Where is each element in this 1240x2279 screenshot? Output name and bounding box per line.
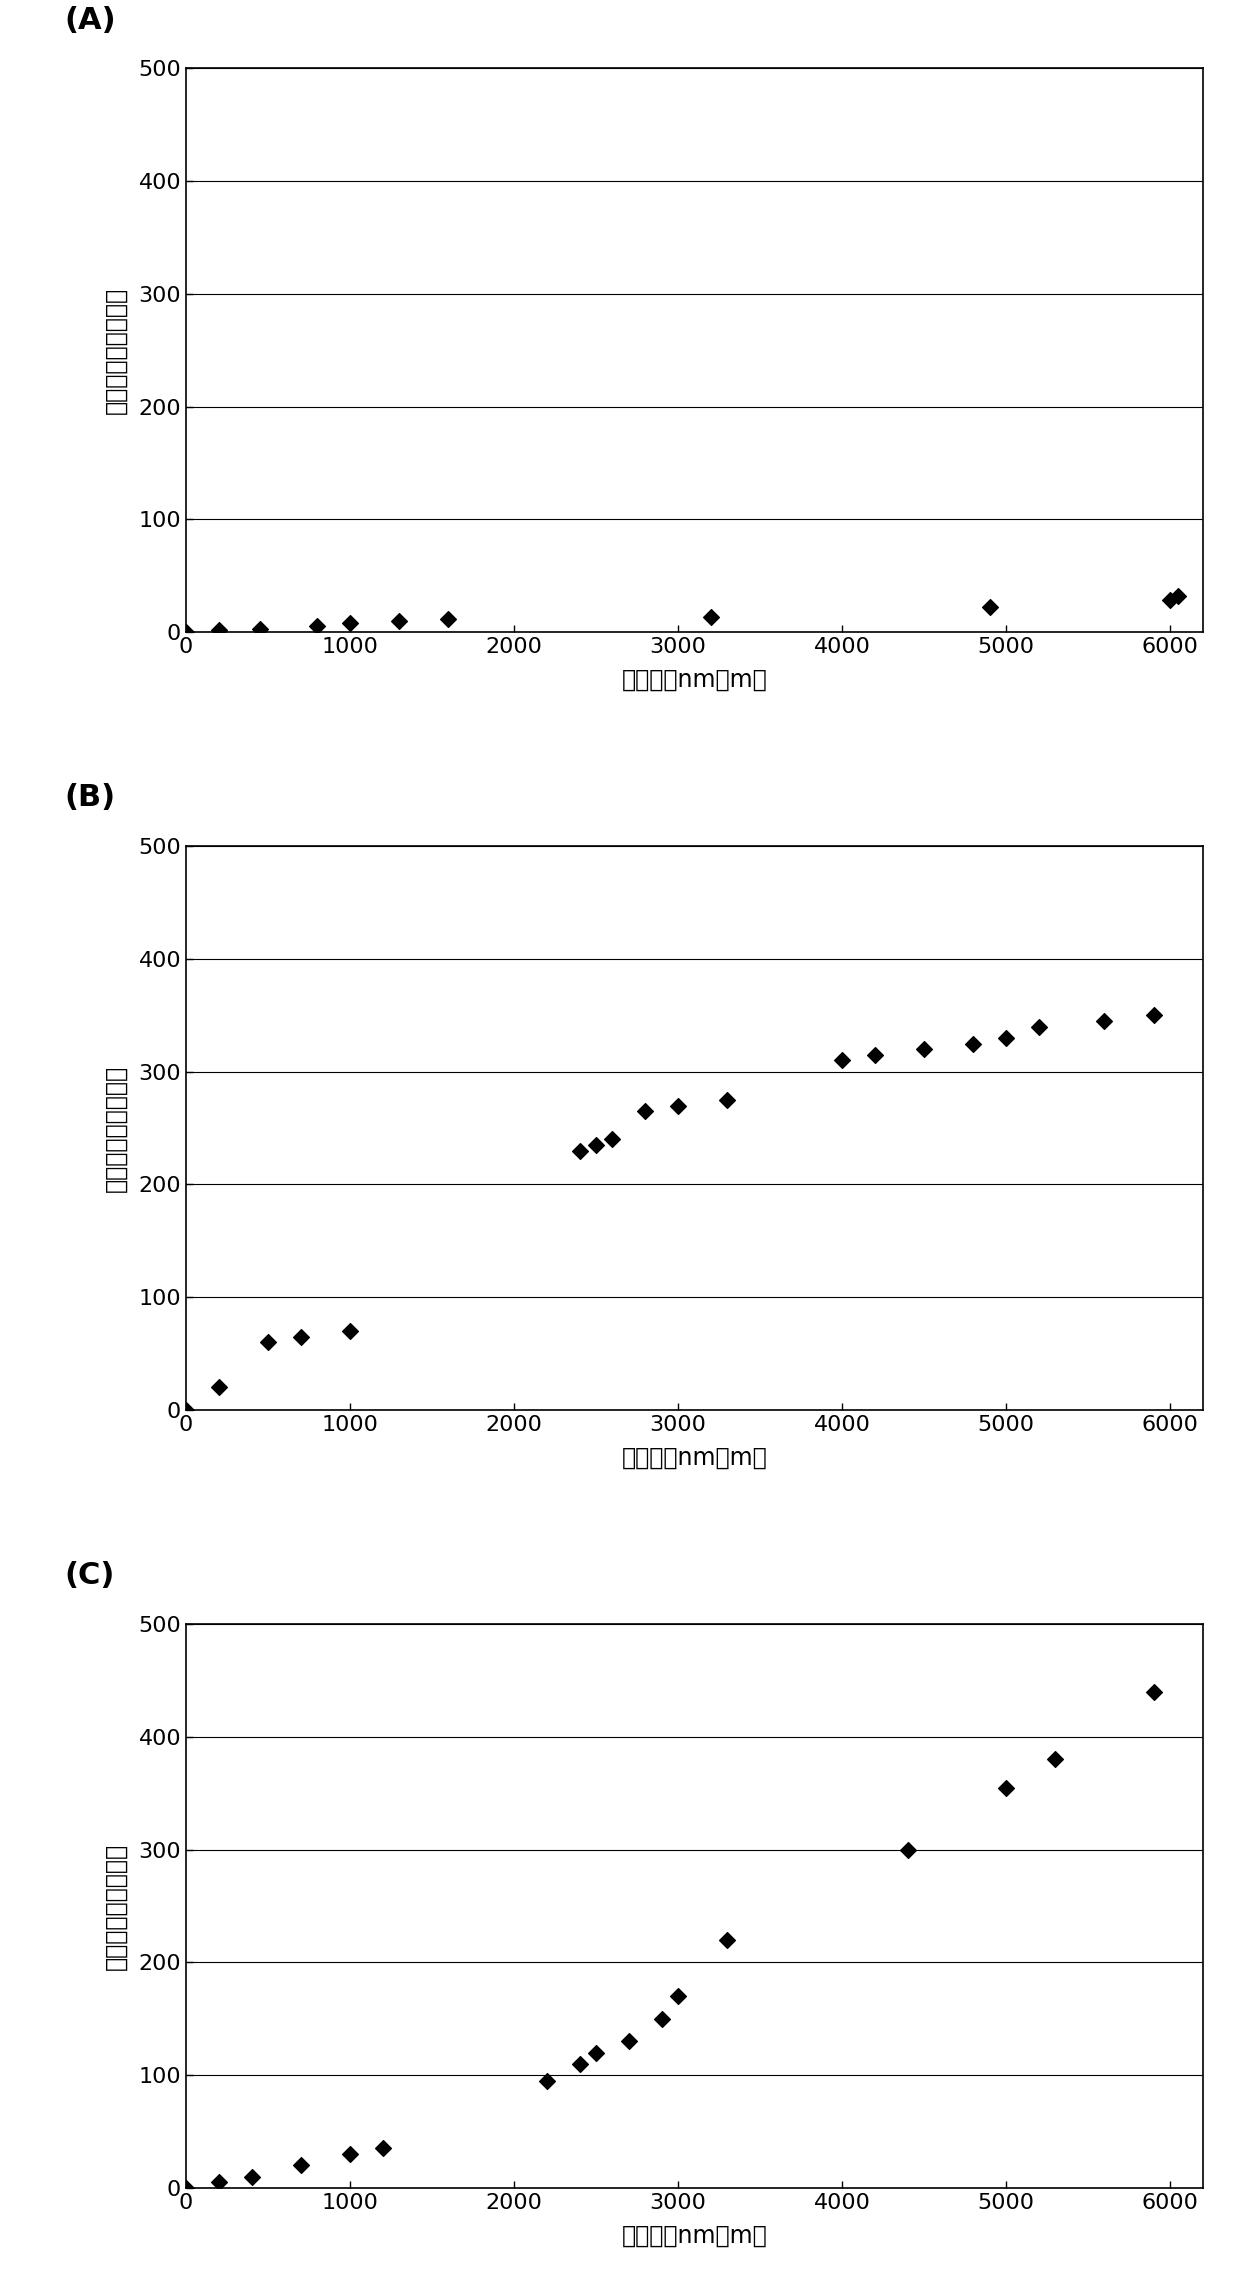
- Point: [340, 1313, 360, 1349]
- Point: [176, 1392, 196, 1429]
- Point: [1045, 1741, 1065, 1778]
- Point: [208, 2165, 228, 2202]
- Point: [1168, 579, 1188, 615]
- Point: [587, 1126, 606, 1162]
- Text: (C): (C): [64, 1561, 114, 1591]
- Point: [603, 1121, 622, 1158]
- Point: [1143, 1673, 1163, 1709]
- Point: [963, 1026, 983, 1062]
- Point: [996, 1769, 1016, 1805]
- Point: [340, 604, 360, 640]
- Point: [996, 1019, 1016, 1055]
- Y-axis label: 异常放电次数（次）: 异常放电次数（次）: [103, 287, 128, 415]
- Point: [176, 613, 196, 650]
- Point: [208, 1370, 228, 1406]
- Point: [569, 1133, 589, 1169]
- Point: [635, 1094, 655, 1130]
- Point: [668, 1087, 688, 1124]
- Point: [668, 1978, 688, 2015]
- X-axis label: 制肆量（nm・m）: 制肆量（nm・m）: [621, 2224, 768, 2247]
- Point: [914, 1030, 934, 1067]
- Point: [652, 2001, 672, 2037]
- Point: [1095, 1003, 1115, 1039]
- Point: [291, 2147, 311, 2183]
- Point: [717, 1083, 737, 1119]
- X-axis label: 制肆量（nm・m）: 制肆量（nm・m）: [621, 668, 768, 693]
- Point: [1161, 581, 1180, 618]
- Point: [389, 602, 409, 638]
- Point: [340, 2135, 360, 2172]
- Point: [980, 588, 999, 624]
- Point: [242, 2158, 262, 2195]
- Point: [258, 1324, 278, 1361]
- Point: [1143, 998, 1163, 1035]
- Point: [439, 599, 459, 636]
- Point: [898, 1832, 918, 1869]
- Point: [864, 1037, 884, 1073]
- Point: [587, 2035, 606, 2072]
- X-axis label: 制肆量（nm・m）: 制肆量（nm・m）: [621, 1445, 768, 1470]
- Point: [537, 2062, 557, 2099]
- Point: [308, 608, 327, 645]
- Point: [701, 599, 720, 636]
- Point: [250, 611, 270, 647]
- Point: [176, 2170, 196, 2206]
- Point: [569, 2047, 589, 2083]
- Text: (A): (A): [64, 5, 115, 34]
- Text: (B): (B): [64, 784, 115, 811]
- Point: [373, 2131, 393, 2167]
- Y-axis label: 异常放电次数（次）: 异常放电次数（次）: [103, 1841, 128, 1969]
- Point: [832, 1042, 852, 1078]
- Y-axis label: 异常放电次数（次）: 异常放电次数（次）: [103, 1064, 128, 1192]
- Point: [291, 1320, 311, 1356]
- Point: [1029, 1007, 1049, 1044]
- Point: [717, 1921, 737, 1958]
- Point: [619, 2024, 639, 2060]
- Point: [208, 611, 228, 647]
